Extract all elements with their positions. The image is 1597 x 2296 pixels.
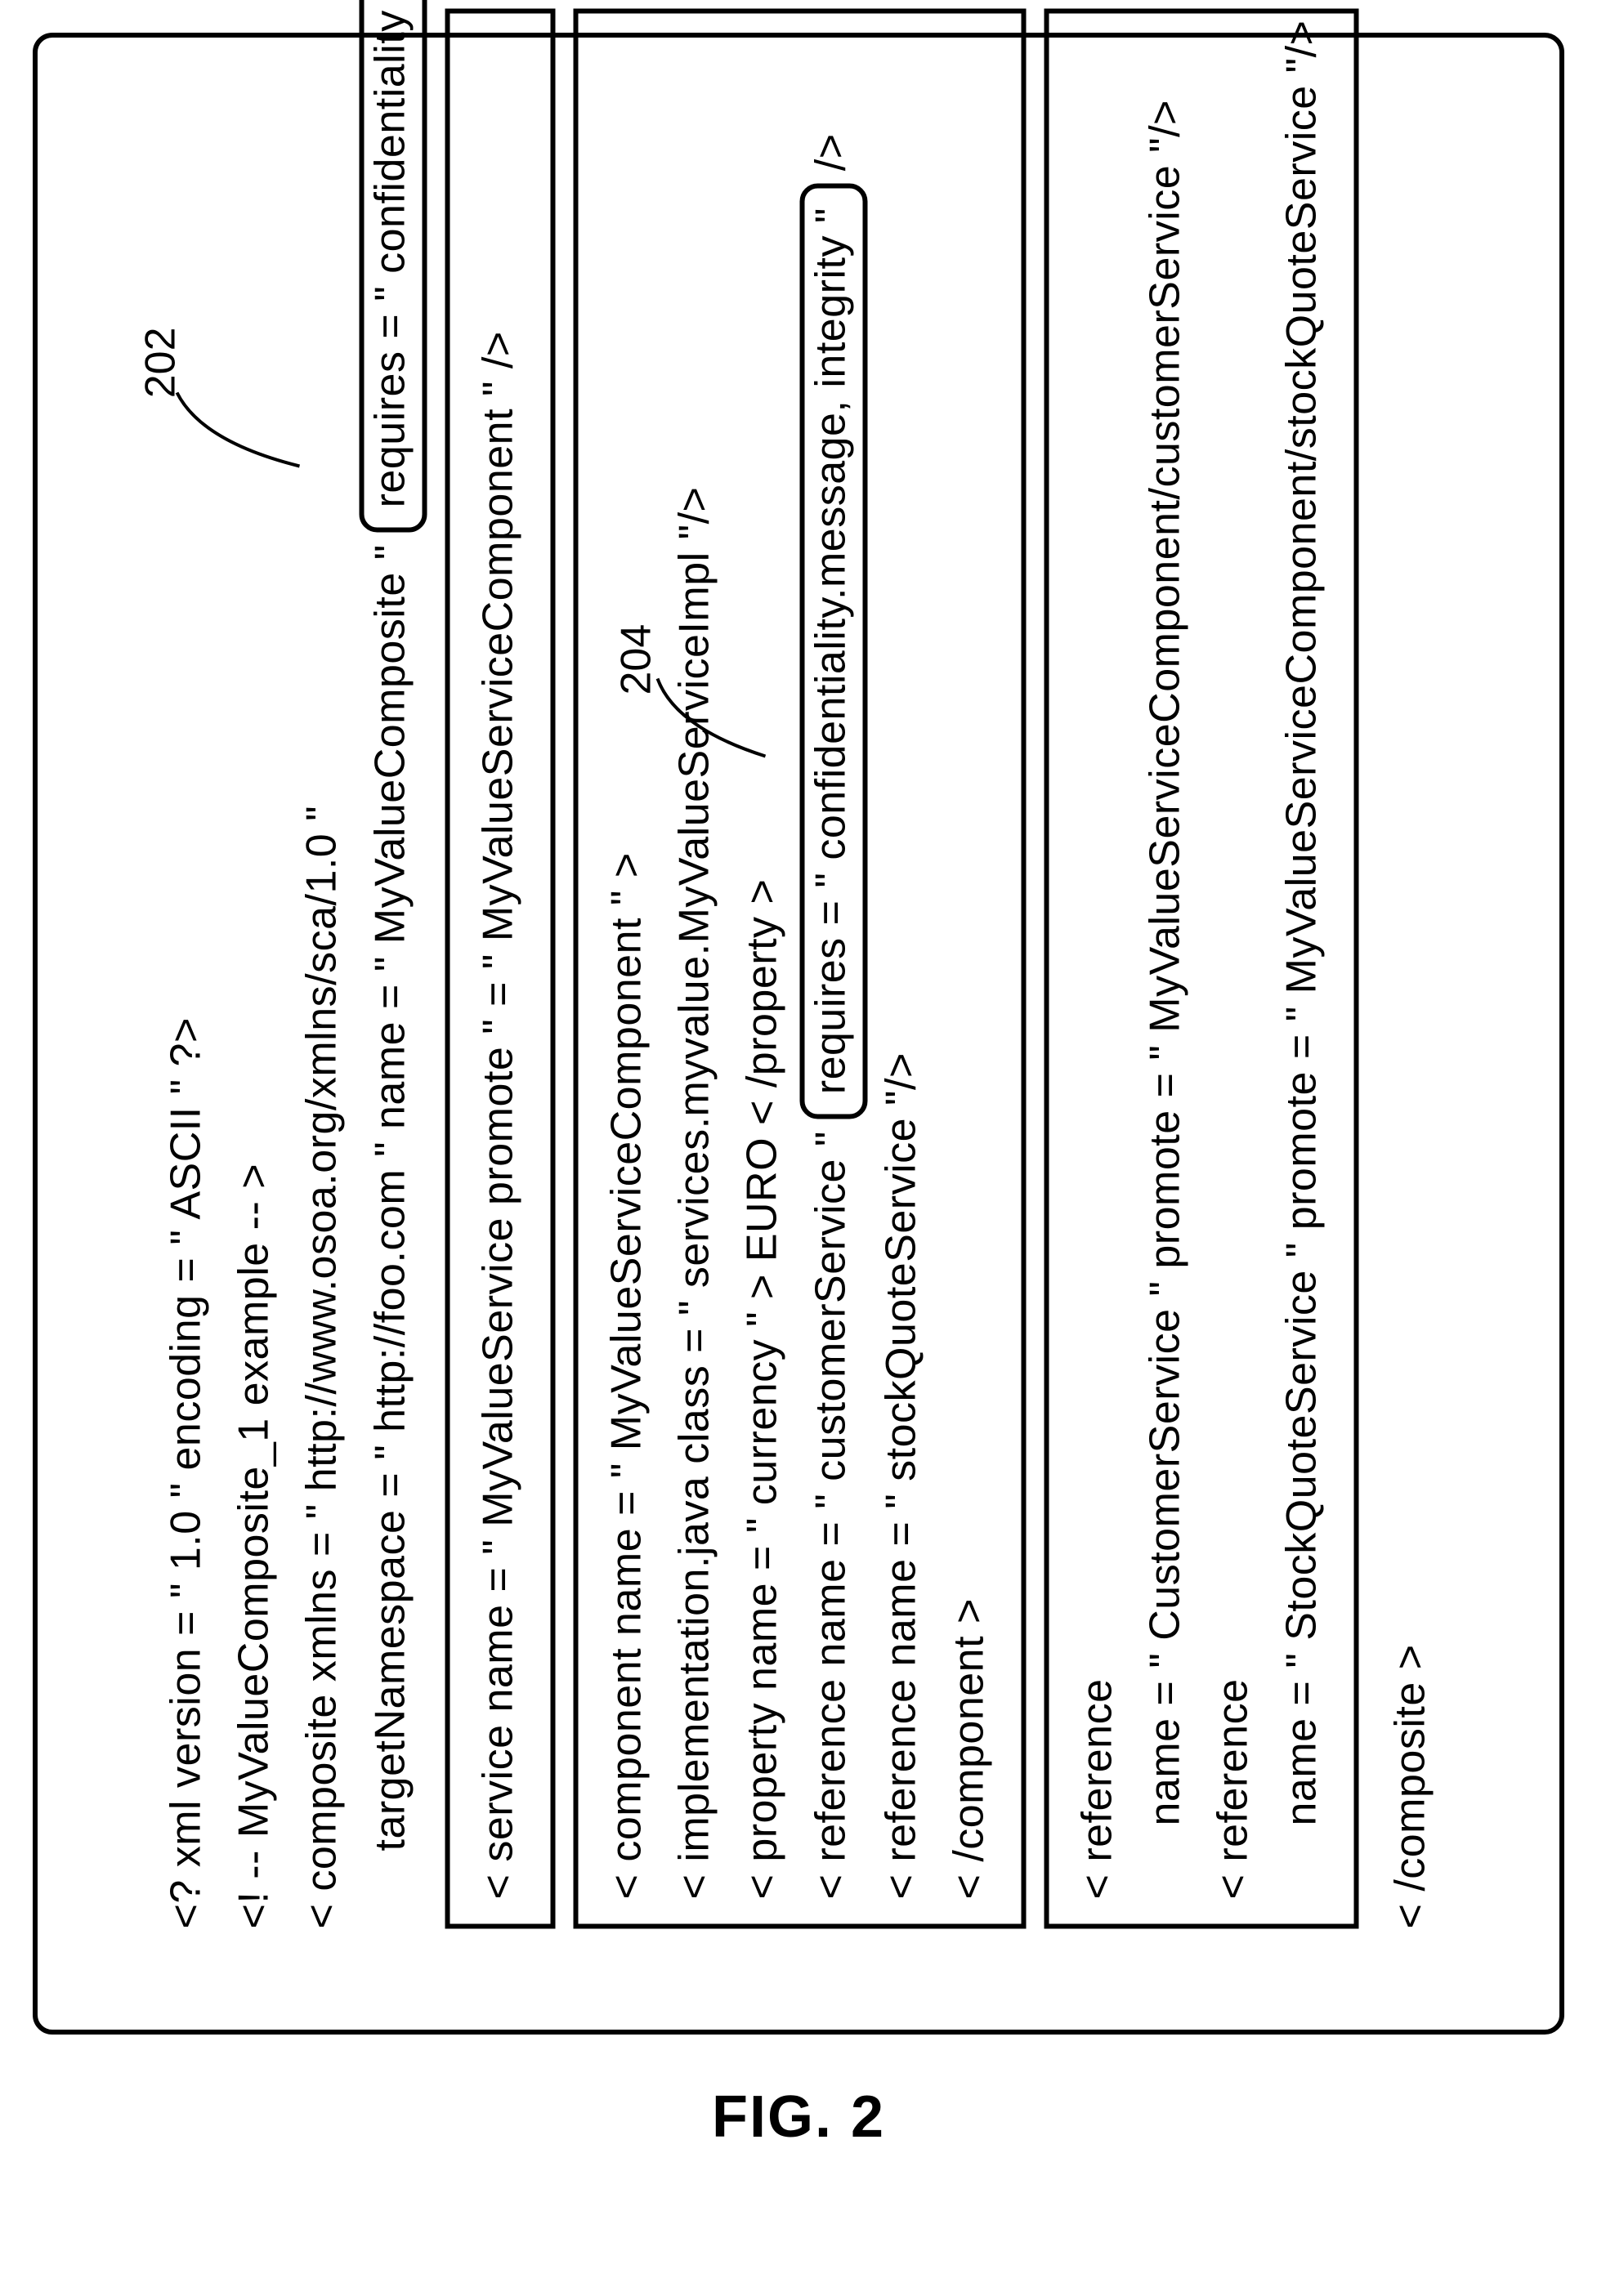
comment-line: <! -- MyValueComposite_1 example -- >: [221, 9, 289, 1929]
xml-decl: <? xml version = " 1.0 " encoding = " AS…: [153, 9, 221, 1929]
reference-open-2: < reference: [1200, 38, 1268, 1900]
reference-customer-post: />: [807, 133, 854, 171]
component-block: < component name = " MyValueServiceCompo…: [573, 9, 1026, 1929]
service-element: < service name = " MyValueService promot…: [464, 38, 532, 1900]
references-block: < reference name = " CustomerService " p…: [1045, 9, 1359, 1929]
composite-open-1: < composite xmlns = " http://www.osoa.or…: [289, 9, 356, 1929]
code-listing: 202 204 <? xml version = " 1.0 " encodin…: [153, 9, 1445, 1929]
implementation-line: < implementation.java class = " services…: [661, 38, 729, 1900]
requires-message-integrity-box: requires = " confidentiality.message, in…: [799, 183, 867, 1119]
composite-close: < /composite >: [1376, 9, 1444, 1929]
callout-204: 204: [612, 624, 661, 695]
reference-stockquote-promote: name = " StockQuoteService " promote = "…: [1268, 38, 1335, 1900]
outer-frame: 202 204 <? xml version = " 1.0 " encodin…: [33, 33, 1564, 2035]
component-open: < component name = " MyValueServiceCompo…: [593, 38, 660, 1900]
reference-customer: < reference name = " customerService " r…: [797, 38, 867, 1900]
requires-confidentiality-box: requires = " confidentiality " >: [359, 0, 427, 532]
composite-attrs: targetNamespace = " http://foo.com " nam…: [366, 532, 414, 1851]
callout-202: 202: [136, 328, 186, 399]
reference-customer-pre: < reference name = " customerService ": [807, 1119, 854, 1899]
figure-page: 202 204 <? xml version = " 1.0 " encodin…: [33, 33, 1564, 2151]
reference-open-1: < reference: [1064, 38, 1132, 1900]
composite-open-2: targetNamespace = " http://foo.com " nam…: [356, 9, 427, 1929]
figure-caption: FIG. 2: [33, 2084, 1564, 2151]
reference-customer-promote: name = " CustomerService " promote = " M…: [1132, 38, 1200, 1900]
property-line: < property name = " currency " > EURO < …: [729, 38, 797, 1900]
component-close: < /component >: [935, 38, 1003, 1900]
reference-stockquote: < reference name = " stockQuoteService "…: [867, 38, 935, 1900]
service-block: < service name = " MyValueService promot…: [445, 9, 555, 1929]
